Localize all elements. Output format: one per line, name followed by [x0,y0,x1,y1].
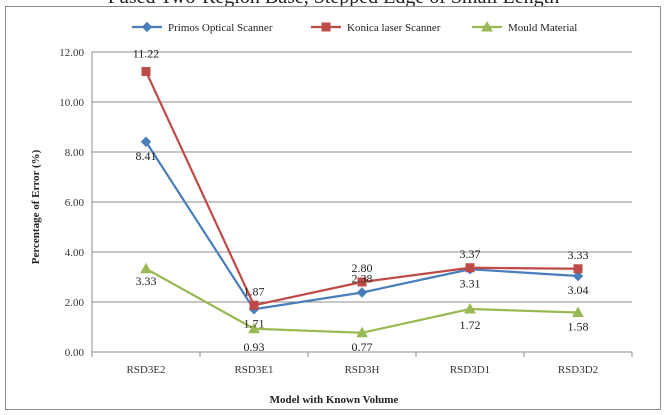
x-tick-label: RSD3H [345,364,380,376]
data-label: 1.58 [568,320,589,334]
chart-frame: 0.00 2.00 4.00 6.00 8.00 10.00 12.00 RSD3E2 RSD… [5,6,661,410]
data-label: 1.71 [244,316,265,330]
x-axis-ticks: RSD3E2 RSD3E1 RSD3H RSD3D1 RSD3D2 [91,352,633,376]
legend-marker [321,22,331,32]
data-point [572,270,584,282]
x-axis-title: Model with Known Volume [270,394,399,406]
series-konica-laser-scanner [141,67,583,310]
x-tick-label: RSD3E2 [126,364,165,376]
data-point [140,262,152,274]
series-mould-material [140,262,584,338]
data-label: 3.33 [136,274,157,288]
x-tick-label: RSD3D2 [558,364,598,376]
data-point [464,302,476,314]
y-tick-label: 12.00 [59,47,84,59]
figure-caption-fragment: Fused Two-Region Base, Stepped Edge of S… [0,0,667,10]
data-point [356,287,368,298]
y-tick-label: 6.00 [65,197,85,209]
data-point [356,326,368,338]
legend-marker [481,20,493,32]
legend-label: Mould Material [508,22,577,34]
data-label: 3.31 [460,276,481,290]
data-label: 2.80 [352,261,373,275]
gridlines [91,51,632,353]
data-label: 3.33 [568,248,589,262]
x-tick-label: RSD3D1 [450,364,490,376]
legend-label: Konica laser Scanner [347,22,441,34]
data-point [249,300,259,310]
y-axis-ticks: 0.00 2.00 4.00 6.00 8.00 10.00 12.00 [59,47,84,359]
data-label: 1.87 [244,284,265,298]
data-label: 11.22 [133,47,160,61]
series-primos-optical-scanner [140,136,584,315]
data-label: 3.37 [460,247,481,261]
series-group [140,67,584,338]
data-point [573,264,583,274]
data-point [572,306,584,317]
data-label: 3.04 [568,283,589,297]
data-point [141,67,151,76]
data-label: 0.77 [352,340,373,354]
y-tick-label: 0.00 [65,347,85,359]
y-tick-label: 10.00 [59,97,84,109]
legend-label: Primos Optical Scanner [168,22,273,34]
data-labels: 8.41 1.71 2.38 3.31 3.04 11.22 1.87 2.80 3.37 3.3… [133,47,589,354]
data-label: 8.41 [136,149,157,163]
data-label: 0.93 [244,340,265,354]
y-tick-label: 2.00 [65,297,85,309]
x-tick-label: RSD3E1 [234,364,273,376]
data-point [248,322,260,334]
legend-marker [141,21,153,33]
y-tick-label: 4.00 [65,247,85,259]
y-axis-title: Percentage of Error (%) [30,149,42,264]
data-point [465,263,475,273]
data-point [140,136,152,147]
data-label: 1.72 [460,318,481,332]
data-label: 2.38 [352,272,373,286]
data-point [357,277,367,287]
y-tick-label: 8.00 [65,147,85,159]
legend: Primos Optical Scanner Konica laser Scann… [132,20,577,34]
